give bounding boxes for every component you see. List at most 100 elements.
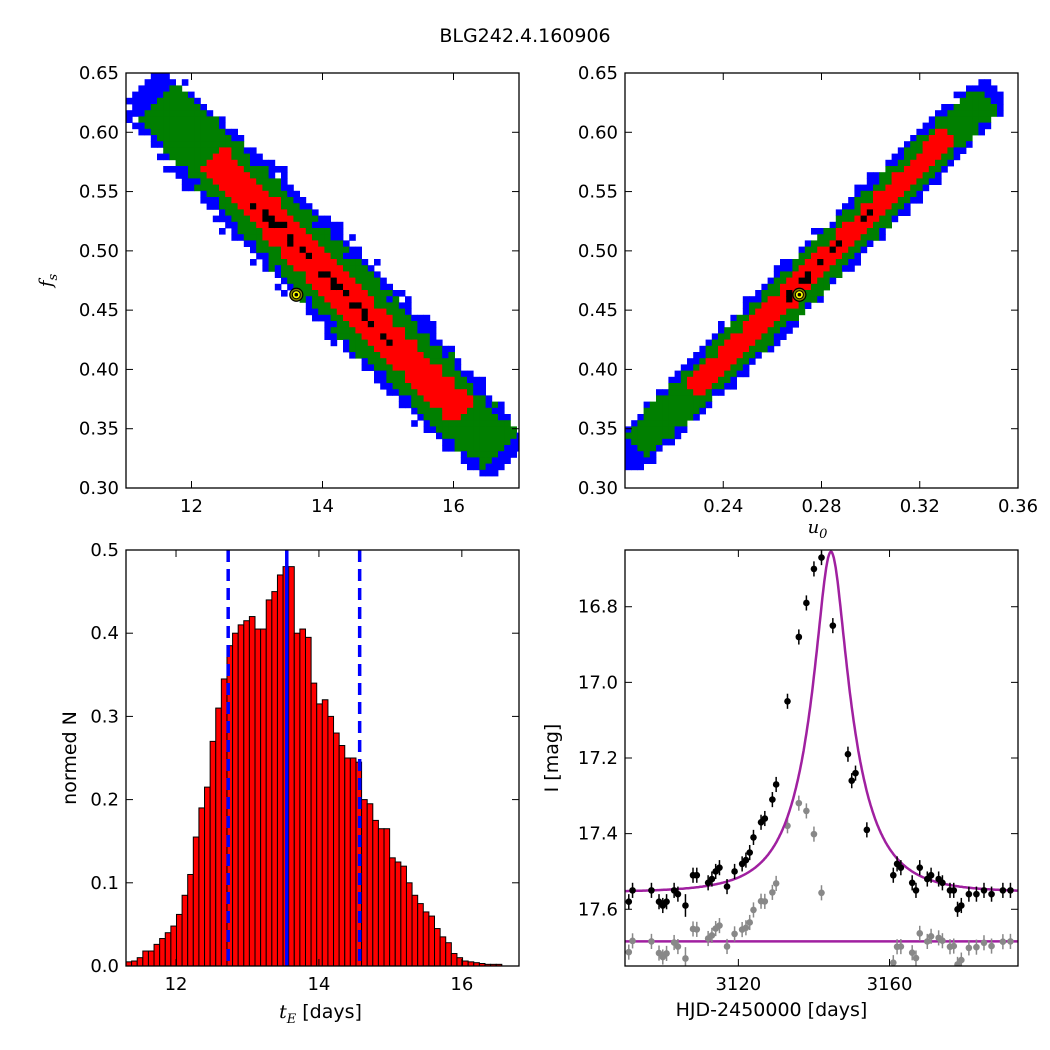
density-cell-outer: [398, 290, 406, 297]
density-cell-middle: [181, 122, 189, 130]
density-cell-outer: [281, 277, 288, 285]
density-cell-inner: [423, 389, 431, 396]
density-cell-middle: [181, 116, 189, 123]
density-cell-outer: [680, 426, 688, 433]
density-cell-middle: [718, 333, 725, 340]
histogram-bar: [338, 745, 346, 967]
density-cell-middle: [473, 445, 480, 452]
density-cell-middle: [392, 321, 400, 328]
density-cell-middle: [972, 122, 979, 130]
density-cell-inner: [281, 234, 288, 241]
density-cell-middle: [959, 128, 967, 136]
density-cell-best: [281, 221, 288, 229]
density-cell-middle: [879, 221, 886, 229]
density-cell-inner: [724, 339, 731, 347]
density-cell-middle: [200, 153, 207, 161]
density-cell-outer: [467, 376, 474, 384]
density-cell-outer: [935, 178, 942, 185]
density-cell-outer: [897, 153, 905, 161]
density-cell-inner: [767, 302, 775, 309]
density-cell-middle: [885, 215, 892, 223]
density-cell-middle: [693, 407, 700, 415]
density-cell-outer: [473, 463, 480, 471]
density-cell-middle: [250, 172, 257, 179]
density-cell-middle: [656, 407, 663, 415]
density-cell-middle: [194, 141, 201, 148]
density-cell-middle: [169, 153, 176, 161]
histogram-bar: [383, 828, 391, 967]
density-cell-middle: [194, 153, 201, 161]
histogram-bar: [299, 628, 306, 967]
density-cell-outer: [941, 166, 948, 173]
density-cell-middle: [730, 364, 737, 371]
density-cell-inner: [392, 358, 400, 365]
density-cell-outer: [959, 147, 967, 154]
residual-point: [629, 937, 636, 945]
density-cell-inner: [206, 166, 214, 173]
density-cell-middle: [460, 426, 468, 433]
density-cell-outer: [718, 389, 725, 396]
density-cell-outer: [711, 333, 719, 340]
density-cell-outer: [724, 383, 731, 390]
density-cell-inner: [860, 228, 868, 235]
density-cell-outer: [417, 327, 424, 334]
density-cell-outer: [935, 172, 942, 179]
density-cell-inner: [287, 228, 294, 235]
data-point: [750, 834, 757, 841]
density-cell-outer: [188, 184, 195, 192]
density-cell-inner: [693, 383, 700, 390]
residual-point: [772, 880, 780, 887]
density-cell-inner: [411, 364, 418, 371]
density-cell-outer: [625, 445, 632, 452]
density-cell-inner: [237, 178, 245, 185]
density-cell-middle: [922, 135, 930, 142]
density-cell-middle: [637, 445, 644, 452]
density-cell-middle: [637, 426, 644, 433]
density-cell-outer: [786, 259, 793, 266]
density-cell-inner: [380, 308, 387, 316]
density-cell-middle: [761, 345, 768, 353]
data-point: [950, 887, 958, 894]
posterior-density: [126, 73, 519, 477]
density-cell-inner: [749, 333, 756, 340]
density-cell-inner: [817, 252, 824, 260]
density-cell-middle: [429, 420, 437, 427]
density-cell-outer: [349, 246, 356, 254]
histogram-bar: [175, 913, 183, 967]
density-cell-inner: [343, 314, 350, 322]
density-cell-outer: [674, 426, 682, 433]
density-cell-outer: [904, 203, 911, 210]
density-cell-outer: [417, 321, 424, 328]
density-cell-outer: [966, 141, 973, 148]
density-cell-inner: [374, 327, 381, 334]
density-cell-inner: [231, 190, 238, 198]
density-cell-middle: [736, 358, 744, 365]
density-cell-middle: [693, 395, 700, 402]
density-cell-best: [798, 277, 806, 285]
density-cell-middle: [922, 178, 930, 185]
data-point: [988, 890, 995, 898]
density-cell-outer: [504, 445, 511, 452]
density-cell-middle: [175, 85, 183, 92]
density-cell-best: [268, 221, 276, 229]
density-cell-outer: [231, 234, 238, 241]
density-cell-middle: [268, 252, 276, 260]
density-cell-inner: [860, 209, 868, 216]
histogram-bar: [316, 703, 323, 967]
density-cell-middle: [891, 166, 899, 173]
density-cell-middle: [392, 302, 400, 309]
density-cell-inner: [817, 271, 824, 278]
density-cell-outer: [842, 265, 849, 272]
density-cell-middle: [219, 203, 226, 210]
density-cell-outer: [773, 271, 781, 278]
density-cell-inner: [219, 166, 226, 173]
density-cell-inner: [817, 265, 824, 272]
density-cell-middle: [169, 147, 176, 154]
x-tick-label: 12: [165, 974, 188, 995]
density-cell-inner: [219, 184, 226, 192]
density-cell-inner: [699, 370, 706, 378]
density-cell-inner: [705, 376, 713, 384]
density-cell-inner: [823, 246, 830, 254]
density-cell-middle: [318, 240, 325, 247]
